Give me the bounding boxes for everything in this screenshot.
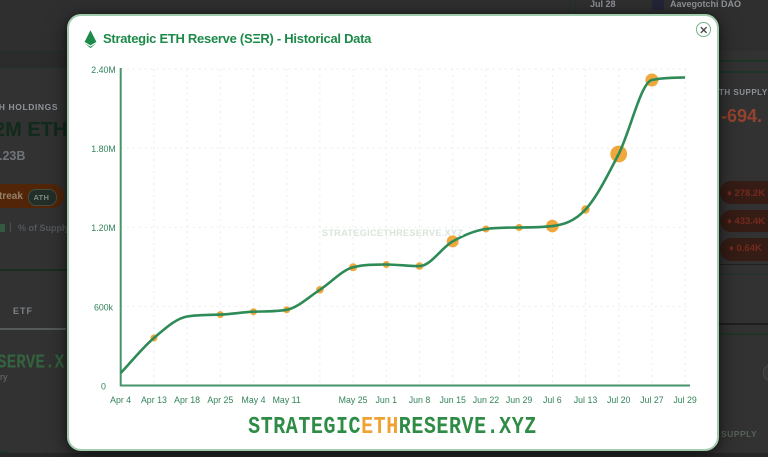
- svg-text:Jun 15: Jun 15: [439, 395, 466, 405]
- svg-text:Jun 8: Jun 8: [409, 395, 431, 405]
- svg-text:0: 0: [101, 382, 106, 392]
- svg-text:May 11: May 11: [273, 395, 301, 405]
- svg-text:Jun 22: Jun 22: [473, 395, 500, 405]
- svg-text:Apr 13: Apr 13: [141, 395, 167, 405]
- svg-text:Apr 25: Apr 25: [207, 395, 233, 405]
- svg-text:Jul 29: Jul 29: [673, 395, 697, 405]
- svg-text:600k: 600k: [94, 302, 114, 312]
- svg-text:May 25: May 25: [339, 395, 368, 405]
- svg-text:2.40M: 2.40M: [91, 65, 115, 75]
- svg-text:Jul 13: Jul 13: [574, 395, 598, 405]
- svg-text:Jul 27: Jul 27: [640, 395, 664, 405]
- svg-text:Jun 1: Jun 1: [376, 395, 398, 405]
- svg-text:1.80M: 1.80M: [91, 144, 115, 154]
- svg-text:Apr 18: Apr 18: [174, 395, 200, 405]
- svg-text:Jul 6: Jul 6: [543, 395, 562, 405]
- svg-text:1.20M: 1.20M: [91, 223, 115, 233]
- svg-text:Jun 29: Jun 29: [506, 395, 533, 405]
- svg-text:Jul 20: Jul 20: [607, 395, 631, 405]
- svg-text:Apr 4: Apr 4: [110, 395, 131, 405]
- svg-text:May 4: May 4: [242, 395, 266, 405]
